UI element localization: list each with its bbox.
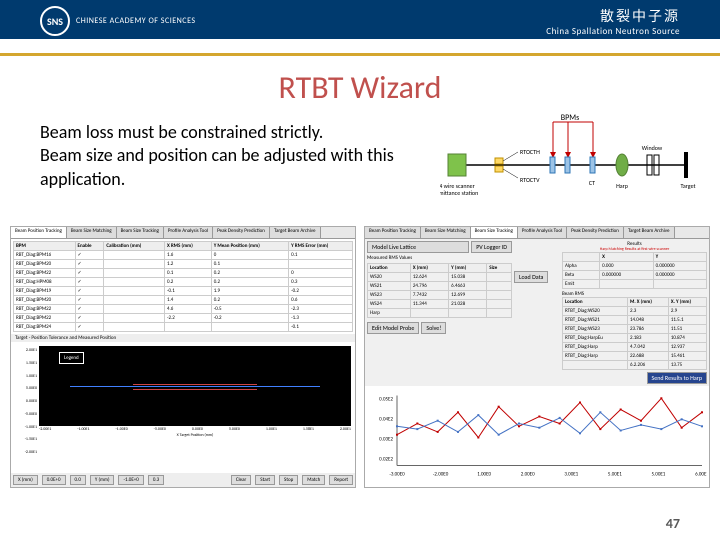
left-yticks: 2.00E11.50E11.00E15.00E00.00E0-5.00E0-1.… <box>15 346 39 469</box>
description-text: Beam loss must be constrained strictly. … <box>40 121 420 191</box>
header-right: 散裂中子源 China Spallation Neutron Source <box>546 6 680 37</box>
svg-text:Target: Target <box>680 182 695 190</box>
svg-text:0.04E2: 0.04E2 <box>379 417 393 423</box>
svg-text:0.02E2: 0.02E2 <box>379 457 393 463</box>
measured-table: LocationX (mm)Y (mm)SizeWS2012.62415.038… <box>367 263 512 318</box>
description-line1: Beam loss must be constrained strictly. <box>40 121 420 144</box>
logo-text: SNS <box>47 15 63 28</box>
pv-logger[interactable]: PV Logger ID <box>471 241 512 253</box>
match-button[interactable]: Match <box>302 475 325 485</box>
right-left-col: Model Live Lattice PV Logger ID Measured… <box>367 241 512 384</box>
svg-text:-3.00E0: -3.00E0 <box>389 472 405 478</box>
logo-area: SNS CHINESE ACADEMY OF SCIENCES <box>40 6 196 36</box>
results-table1: XYAlpha0.0000.000000Beta0.0000000.000000… <box>562 252 707 289</box>
ctrl-field[interactable]: 0.0E+0 <box>42 475 66 485</box>
svg-text:6.00E1: 6.00E1 <box>695 472 707 478</box>
left-table-area: BPMEnableCalibration (mm)X RMS (mm)Y Mea… <box>11 239 355 334</box>
svg-text:2.00E0: 2.00E0 <box>521 472 535 478</box>
svg-text:5.00E1: 5.00E1 <box>608 472 622 478</box>
svg-text:0.05E2: 0.05E2 <box>379 397 393 403</box>
load-button[interactable]: Load Data <box>514 271 548 283</box>
left-xlabel: X Target Position (mm) <box>39 433 351 438</box>
tab-5[interactable]: Target Beam Archive <box>270 227 321 238</box>
header-en-title: China Spallation Neutron Source <box>546 26 680 37</box>
svg-text:0.03E2: 0.03E2 <box>379 437 393 443</box>
screenshots-row: Beam Position TrackingBeam Size Matching… <box>10 226 710 488</box>
left-chart-canvas: Legend <box>39 346 351 426</box>
tab-3[interactable]: Profile Analysis Tool <box>164 227 213 238</box>
send-button[interactable]: Send Results to Harp <box>647 372 707 384</box>
rtab-2[interactable]: Beam Size Tracking <box>471 227 518 238</box>
ctrl-field[interactable]: Y (mm) <box>90 475 115 485</box>
svg-text:1.00E0: 1.00E0 <box>477 472 491 478</box>
load-col: Load Data <box>514 241 560 384</box>
left-tabs: Beam Position TrackingBeam Size Matching… <box>11 227 355 239</box>
rtab-0[interactable]: Beam Position Tracking <box>365 227 421 238</box>
svg-text:Window: Window <box>642 144 663 152</box>
beamline-diagram: BPMs 4 wire scanner emittance station RT… <box>440 110 700 210</box>
beam-table: LocationM. X (mm)X. Y (mm)RTBT_Diag:WS20… <box>562 297 707 370</box>
edit-button[interactable]: Edit Model Probe <box>367 322 419 334</box>
report-button[interactable]: Report <box>329 475 353 485</box>
ctrl-field[interactable]: 0.0 <box>70 475 86 485</box>
ctrl-field[interactable]: X (mm) <box>13 475 38 485</box>
right-chart: 0.05E2 0.04E2 0.03E2 0.02E2 -3.00E0 -2.00E0 1.… <box>365 386 709 487</box>
chart-title-left: Target - Position Tolerance and Measured… <box>11 334 355 342</box>
sns-logo-icon: SNS <box>40 6 70 36</box>
clear-button[interactable]: Clear <box>231 475 251 485</box>
rtab-3[interactable]: Profile Analysis Tool <box>518 227 567 238</box>
rtab-1[interactable]: Beam Size Matching <box>421 227 471 238</box>
start-button[interactable]: Start <box>255 475 275 485</box>
rtab-5[interactable]: Target Beam Archive <box>624 227 675 238</box>
svg-text:Harp: Harp <box>616 182 628 190</box>
tab-1[interactable]: Beam Size Matching <box>67 227 117 238</box>
header-bar: SNS CHINESE ACADEMY OF SCIENCES 散裂中子源 Ch… <box>0 0 720 56</box>
legend-box: Legend <box>59 352 84 364</box>
left-xticks: -2.00E1-1.00E1-1.00E0-5.00E00.00E05.00E0… <box>39 426 351 433</box>
svg-text:3.00E1: 3.00E1 <box>564 472 578 478</box>
ctrl-field[interactable]: 0.3 <box>148 475 164 485</box>
svg-text:-2.00E0: -2.00E0 <box>433 472 449 478</box>
left-screenshot: Beam Position TrackingBeam Size Matching… <box>10 226 356 488</box>
page-title: RTBT Wizard <box>0 68 720 107</box>
tab-4[interactable]: Peak Density Prediction <box>213 227 270 238</box>
right-right-col: Results Harp Matching Results at first w… <box>562 241 707 384</box>
tab-2[interactable]: Beam Size Tracking <box>117 227 164 238</box>
svg-text:RTOCTV: RTOCTV <box>520 176 540 184</box>
svg-text:RTOCTH: RTOCTH <box>520 148 540 156</box>
right-tabs: Beam Position TrackingBeam Size Matching… <box>365 227 709 239</box>
rtab-4[interactable]: Peak Density Prediction <box>567 227 624 238</box>
svg-text:5.00E1: 5.00E1 <box>652 472 666 478</box>
svg-text:CT: CT <box>589 179 595 187</box>
header-cn-title: 散裂中子源 <box>546 6 680 26</box>
description-line2: Beam size and position can be adjusted w… <box>40 144 420 191</box>
right-chart-svg: 0.05E2 0.04E2 0.03E2 0.02E2 -3.00E0 -2.00E0 1.… <box>367 388 707 485</box>
left-table: BPMEnableCalibration (mm)X RMS (mm)Y Mea… <box>13 241 353 332</box>
svg-text:emittance station: emittance station <box>440 189 478 197</box>
left-controls: X (mm) 0.0E+0 0.0 Y (mm)-1.0E+0 0.3 Clear Star… <box>11 473 355 487</box>
right-screenshot: Beam Position TrackingBeam Size Matching… <box>364 226 710 488</box>
measured-title: Measured RMS Values <box>367 255 512 261</box>
left-chart: 2.00E11.50E11.00E15.00E00.00E0-5.00E0-1.… <box>11 342 355 473</box>
model-select[interactable]: Model Live Lattice <box>367 241 469 253</box>
page-number: 47 <box>666 515 680 532</box>
tolerance-band <box>133 384 258 390</box>
ctrl-field[interactable]: -1.0E+0 <box>118 475 143 485</box>
tab-0[interactable]: Beam Position Tracking <box>11 227 67 238</box>
stop-button[interactable]: Stop <box>279 475 298 485</box>
logo-subtext: CHINESE ACADEMY OF SCIENCES <box>76 16 196 26</box>
solve-button[interactable]: Solve! <box>421 322 446 334</box>
